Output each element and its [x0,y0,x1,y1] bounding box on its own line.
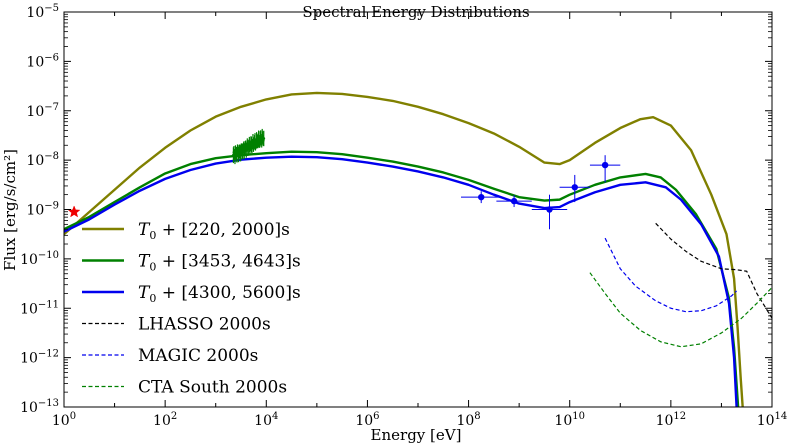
x-tick-label: 1012 [656,411,687,429]
xrt-point [262,137,266,140]
legend-label-s3453: T0 + [3453, 4643]s [138,252,301,274]
legend-label-cta: CTA South 2000s [138,378,287,398]
legend-label-magic: MAGIC 2000s [138,346,258,366]
plot-area [64,91,772,407]
magic-point [601,161,609,169]
x-tick-label: 108 [456,411,480,429]
series-line-magic [604,237,738,313]
x-tick-label: 106 [355,411,379,429]
x-tick-label: 100 [52,411,76,429]
y-tick-label: 10−6 [26,52,59,70]
y-tick-label: 10−5 [26,3,59,21]
legend-label-s4300: T0 + [4300, 5600]s [138,283,301,305]
y-tick-label: 10−12 [20,349,59,367]
series-line-s3453 [64,150,740,407]
series-line-lhasso [655,222,772,319]
legend: T0 + [220, 2000]s T0 + [3453, 4643]s T0 + … [82,220,301,398]
x-tick-label: 1010 [554,411,585,429]
y-tick-label: 10−13 [20,398,59,416]
y-tick-label: 10−11 [20,299,59,317]
y-tick-label: 10−8 [26,151,59,169]
legend-label-s220: T0 + [220, 2000]s [138,220,290,242]
optical-star-marker [67,205,81,218]
y-tick-label: 10−7 [26,102,59,120]
legend-label-lhasso: LHASSO 2000s [138,315,271,335]
x-tick-label: 104 [254,411,278,429]
y-tick-label: 10−10 [20,250,59,268]
x-tick-label: 102 [153,411,177,429]
magic-point [571,184,578,191]
series-line-cta [589,272,772,348]
plot-frame [63,11,773,408]
axis-ticks: 100 102 104 106 108 1010 1012 1014 10−5 10−6 10−7 1… [20,3,787,429]
series-line-s4300 [64,155,738,407]
series-line-s220 [64,91,744,407]
magic-point [546,206,553,213]
y-axis-label: Flux [erg/s/cm²] [1,149,19,271]
y-tick-label: 10−9 [26,201,59,219]
x-tick-label: 1014 [757,411,788,429]
magic-point [478,193,485,201]
magic-point [510,197,518,205]
x-axis-label: Energy [eV] [371,426,462,444]
